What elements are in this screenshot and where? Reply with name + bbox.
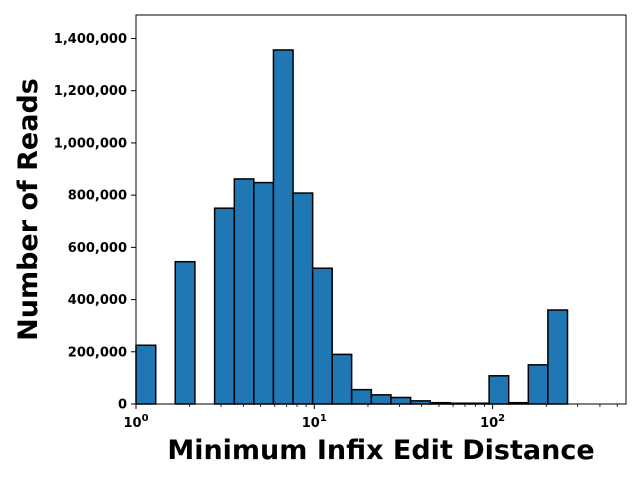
histogram-bar bbox=[135, 344, 157, 405]
y-tick-label: 200,000 bbox=[68, 345, 127, 360]
histogram-bar bbox=[331, 353, 353, 405]
x-axis: 100 101 102 bbox=[123, 404, 618, 431]
y-tick-label: 0 bbox=[118, 398, 127, 413]
x-axis-title: Minimum Infix Edit Distance bbox=[167, 435, 594, 466]
histogram-bar bbox=[527, 364, 549, 405]
histogram-bar bbox=[350, 388, 373, 405]
histogram-bar bbox=[213, 207, 236, 405]
histogram-bar bbox=[174, 260, 196, 405]
y-axis-title: Number of Reads bbox=[13, 78, 44, 341]
y-tick-label: 600,000 bbox=[68, 241, 127, 256]
x-tick-label: 100 bbox=[123, 413, 148, 431]
x-tick-label: 101 bbox=[302, 413, 327, 431]
y-tick-label: 400,000 bbox=[68, 293, 127, 308]
y-tick-label: 1,000,000 bbox=[54, 136, 127, 151]
histogram-bar bbox=[292, 192, 314, 405]
histogram-bar bbox=[311, 267, 333, 405]
y-tick-label: 1,400,000 bbox=[54, 32, 127, 47]
histogram-bar bbox=[390, 396, 412, 405]
x-tick-label: 102 bbox=[480, 413, 505, 431]
plot-frame bbox=[135, 14, 627, 405]
histogram-bar bbox=[547, 309, 569, 405]
histogram-bar bbox=[272, 49, 294, 405]
histogram-bar bbox=[233, 178, 255, 405]
histogram-bar bbox=[370, 394, 392, 405]
histogram-bar bbox=[253, 181, 275, 405]
y-tick-label: 1,200,000 bbox=[54, 84, 127, 99]
y-axis: 0 200,000 400,000 600,000 800,000 1,000,000 1,… bbox=[54, 32, 136, 413]
bars-group bbox=[135, 49, 569, 405]
histogram-bar bbox=[488, 375, 510, 405]
y-tick-label: 800,000 bbox=[68, 189, 127, 204]
